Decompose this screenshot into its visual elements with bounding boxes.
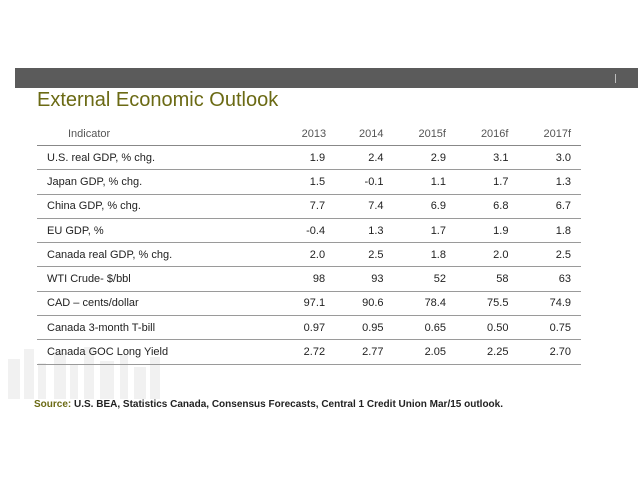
cell-2017f: 1.3: [518, 169, 581, 195]
cell-2013: -0.4: [278, 218, 337, 244]
cell-2017f: 6.7: [518, 194, 581, 219]
outlook-table: Indicator 2013 2014 2015f 2016f 2017f U.…: [37, 123, 581, 365]
table-row: WTI Crude- $/bbl 98 93 52 58 63: [37, 266, 581, 292]
cell-2016f: 0.50: [455, 315, 519, 341]
row-label: CAD – cents/dollar: [37, 291, 279, 317]
cell-2017f: 2.5: [518, 242, 581, 268]
cell-2016f: 6.8: [455, 194, 519, 219]
header-2014: 2014: [336, 123, 394, 146]
cell-2017f: 74.9: [518, 291, 581, 317]
cell-2013: 0.97: [278, 315, 337, 341]
cell-2015f: 2.05: [393, 339, 456, 365]
row-label: Canada real GDP, % chg.: [37, 242, 279, 268]
cell-2014: -0.1: [336, 169, 394, 195]
table-row: CAD – cents/dollar 97.1 90.6 78.4 75.5 7…: [37, 291, 581, 317]
watermark-logo: [8, 347, 160, 399]
cell-2017f: 1.8: [518, 218, 581, 244]
cell-2013: 2.72: [278, 339, 337, 365]
table-row: Canada GOC Long Yield 2.72 2.77 2.05 2.2…: [37, 339, 581, 365]
cell-2015f: 0.65: [393, 315, 456, 341]
cell-2017f: 2.70: [518, 339, 581, 365]
cell-2014: 2.77: [336, 339, 394, 365]
row-label: U.S. real GDP, % chg.: [37, 145, 279, 171]
cell-2014: 7.4: [336, 194, 394, 219]
row-label: Canada 3-month T-bill: [37, 315, 279, 341]
header-bar: [15, 68, 638, 88]
table-row: EU GDP, % -0.4 1.3 1.7 1.9 1.8: [37, 218, 581, 244]
cell-2016f: 75.5: [455, 291, 519, 317]
slide-title: External Economic Outlook: [37, 89, 279, 111]
cell-2013: 7.7: [278, 194, 337, 219]
cell-2014: 90.6: [336, 291, 394, 317]
row-label: Canada GOC Long Yield: [37, 339, 279, 365]
cell-2013: 1.9: [278, 145, 337, 171]
header-2016f: 2016f: [455, 123, 519, 146]
table-row: U.S. real GDP, % chg. 1.9 2.4 2.9 3.1 3.…: [37, 145, 581, 171]
cell-2013: 1.5: [278, 169, 337, 195]
cell-2013: 98: [278, 266, 337, 292]
row-label: WTI Crude- $/bbl: [37, 266, 279, 292]
table-row: China GDP, % chg. 7.7 7.4 6.9 6.8 6.7: [37, 194, 581, 219]
header-2017f: 2017f: [518, 123, 581, 146]
cell-2017f: 63: [518, 266, 581, 292]
cell-2016f: 1.7: [455, 169, 519, 195]
row-label: Japan GDP, % chg.: [37, 169, 279, 195]
cell-2015f: 78.4: [393, 291, 456, 317]
cell-2014: 93: [336, 266, 394, 292]
header-2013: 2013: [278, 123, 337, 146]
cell-2016f: 2.0: [455, 242, 519, 268]
cell-2017f: 3.0: [518, 145, 581, 171]
cell-2015f: 2.9: [393, 145, 456, 171]
source-label: Source:: [34, 399, 72, 410]
cell-2016f: 3.1: [455, 145, 519, 171]
cell-2014: 2.4: [336, 145, 394, 171]
cell-2016f: 58: [455, 266, 519, 292]
table-row: Canada 3-month T-bill 0.97 0.95 0.65 0.5…: [37, 315, 581, 341]
cell-2016f: 2.25: [455, 339, 519, 365]
row-label: China GDP, % chg.: [37, 194, 279, 219]
header-bar-tick: [615, 74, 616, 83]
cell-2015f: 1.7: [393, 218, 456, 244]
cell-2014: 0.95: [336, 315, 394, 341]
cell-2015f: 1.8: [393, 242, 456, 268]
cell-2015f: 52: [393, 266, 456, 292]
row-label: EU GDP, %: [37, 218, 279, 244]
cell-2016f: 1.9: [455, 218, 519, 244]
cell-2013: 2.0: [278, 242, 337, 268]
source-note: Source: U.S. BEA, Statistics Canada, Con…: [34, 399, 503, 410]
cell-2015f: 1.1: [393, 169, 456, 195]
header-indicator: Indicator: [37, 123, 279, 146]
header-2015f: 2015f: [393, 123, 456, 146]
cell-2014: 1.3: [336, 218, 394, 244]
table-header-row: Indicator 2013 2014 2015f 2016f 2017f: [37, 123, 581, 146]
table-row: Japan GDP, % chg. 1.5 -0.1 1.1 1.7 1.3: [37, 169, 581, 195]
cell-2017f: 0.75: [518, 315, 581, 341]
cell-2013: 97.1: [278, 291, 337, 317]
cell-2014: 2.5: [336, 242, 394, 268]
table-row: Canada real GDP, % chg. 2.0 2.5 1.8 2.0 …: [37, 242, 581, 268]
source-text: U.S. BEA, Statistics Canada, Consensus F…: [71, 399, 504, 410]
cell-2015f: 6.9: [393, 194, 456, 219]
